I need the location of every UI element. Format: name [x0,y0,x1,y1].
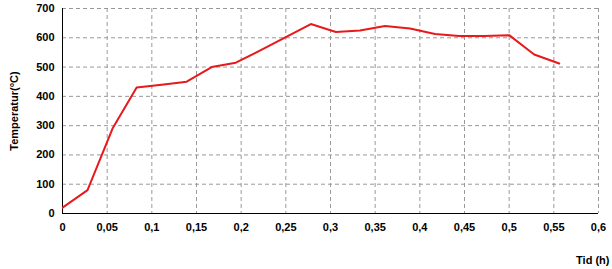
svg-text:0: 0 [59,221,65,233]
svg-text:Tid (h): Tid (h) [576,254,610,266]
svg-text:0: 0 [48,207,54,219]
svg-text:0,6: 0,6 [591,221,606,233]
svg-text:300: 300 [36,119,54,131]
svg-text:Temperatur(°C): Temperatur(°C) [8,71,20,151]
svg-text:200: 200 [36,148,54,160]
svg-text:0,2: 0,2 [234,221,249,233]
svg-text:0,05: 0,05 [96,221,117,233]
svg-text:0,5: 0,5 [502,221,517,233]
svg-text:500: 500 [36,61,54,73]
svg-text:700: 700 [36,2,54,14]
svg-text:0,4: 0,4 [412,221,428,233]
svg-text:0,3: 0,3 [323,221,338,233]
svg-text:100: 100 [36,178,54,190]
svg-text:0,25: 0,25 [275,221,296,233]
svg-text:600: 600 [36,31,54,43]
svg-text:0,55: 0,55 [543,221,564,233]
svg-text:0,15: 0,15 [186,221,207,233]
svg-text:0,1: 0,1 [144,221,159,233]
svg-text:400: 400 [36,90,54,102]
svg-text:0,35: 0,35 [364,221,385,233]
svg-text:0,45: 0,45 [454,221,475,233]
